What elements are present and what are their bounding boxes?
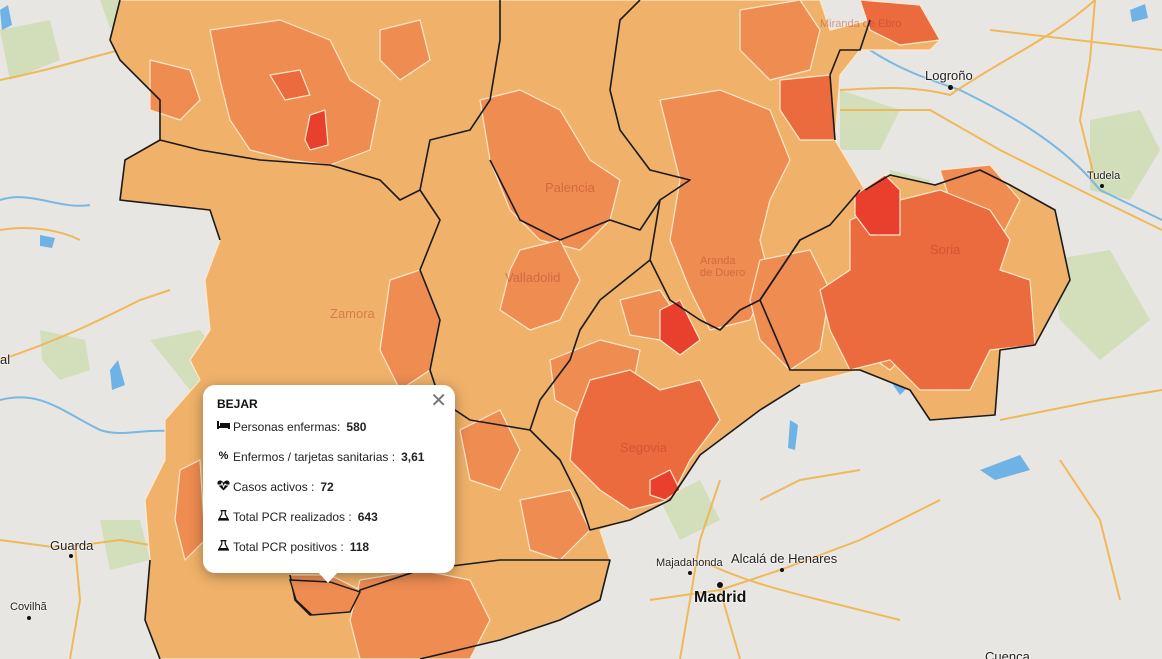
province-label-soria: Soria: [930, 242, 961, 257]
popup-value: 580: [346, 420, 367, 434]
province-label-valladolid: Valladolid: [505, 270, 561, 285]
popup-row-enfermos-tarjetas: % Enfermos / tarjetas sanitarias : 3,61: [217, 450, 441, 480]
info-popup: ✕ BEJAR Personas enfermas: 580 % Enfermo…: [203, 385, 455, 573]
popup-tip: [318, 572, 338, 583]
city-dot-tudela: [1100, 184, 1104, 188]
popup-value: 118: [349, 540, 370, 554]
province-label-aranda: Aranda de Duero: [700, 255, 746, 279]
flask-icon: [217, 540, 230, 554]
city-dot-majadahonda: [688, 571, 692, 575]
city-label-covilha: Covilhã: [10, 601, 47, 613]
city-dot-covilha: [27, 616, 31, 620]
city-label-alcala: Alcalá de Henares: [731, 551, 838, 566]
province-label-zamora: Zamora: [330, 306, 375, 321]
province-label-palencia: Palencia: [545, 180, 595, 195]
city-label-tudela: Tudela: [1087, 170, 1121, 182]
city-label-logrono: Logroño: [925, 68, 973, 83]
popup-row-casos-activos: Casos activos : 72: [217, 480, 441, 510]
city-dot-logrono: [948, 85, 953, 90]
popup-row-pcr-realizados: Total PCR realizados : 643: [217, 510, 441, 540]
popup-value: 3,61: [401, 450, 425, 464]
city-dot-madrid: [717, 582, 723, 588]
city-dot-alcala: [780, 568, 784, 572]
popup-label: Total PCR realizados :: [233, 510, 352, 524]
city-dot-guarda: [69, 554, 73, 558]
province-label-miranda: Miranda de Ebro: [820, 18, 902, 30]
popup-value: 643: [357, 510, 378, 524]
city-label-majadahonda: Majadahonda: [656, 557, 723, 569]
percent-icon: %: [218, 450, 229, 462]
popup-label: Personas enfermas:: [233, 420, 341, 434]
province-label-segovia: Segovia: [620, 440, 667, 455]
popup-close-button[interactable]: ✕: [430, 390, 447, 412]
popup-row-personas-enfermas: Personas enfermas: 580: [217, 420, 441, 450]
popup-title: BEJAR: [217, 397, 258, 411]
heartbeat-icon: [217, 480, 230, 494]
popup-label: Casos activos :: [233, 480, 315, 494]
popup-value: 72: [320, 480, 334, 494]
flask-icon: [217, 510, 230, 524]
popup-row-pcr-positivos: Total PCR positivos : 118: [217, 540, 441, 570]
city-label-guarda: Guarda: [50, 538, 94, 553]
popup-label: Total PCR positivos :: [233, 540, 344, 554]
popup-label: Enfermos / tarjetas sanitarias :: [233, 450, 396, 464]
city-label-partial-al: al: [0, 352, 11, 367]
bed-icon: [217, 420, 230, 433]
city-label-madrid: Madrid: [694, 589, 747, 606]
city-label-cuenca: Cuenca: [985, 649, 1030, 659]
